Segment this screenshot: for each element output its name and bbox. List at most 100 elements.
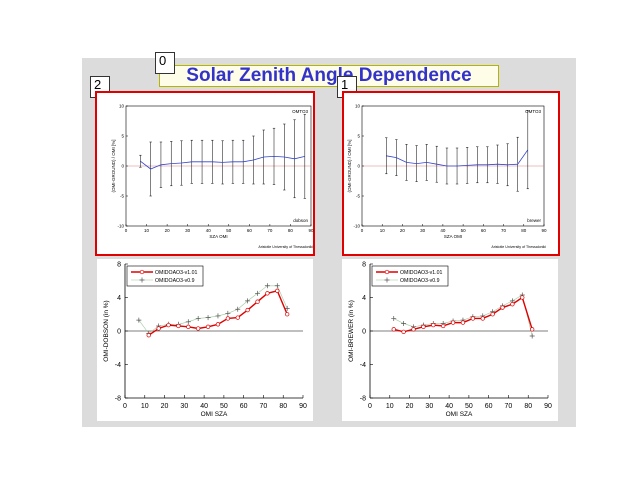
series-v101-point xyxy=(480,316,485,321)
series-v09-point xyxy=(264,283,270,289)
annotation-bottom: dobson xyxy=(293,218,308,223)
y-tick-label: 8 xyxy=(117,262,121,269)
series-v09-point xyxy=(215,313,221,319)
series-v101-point xyxy=(205,324,211,329)
x-axis-label: OMI SZA xyxy=(446,411,473,418)
x-tick-label: 10 xyxy=(141,403,149,410)
chart-svg: 0 10 20 30 40 50 60 70 80 90 -10 -5 0 5 10 OMTO3 dobson S… xyxy=(111,104,314,250)
slide-title[interactable]: Solar Zenith Angle Dependence xyxy=(159,65,499,87)
y-tick-label: 0 xyxy=(121,164,124,169)
x-tick-label: 10 xyxy=(380,228,386,233)
x-tick-label: 20 xyxy=(161,403,169,410)
x-tick-label: 70 xyxy=(501,228,507,233)
y-tick-label: 0 xyxy=(117,329,121,336)
x-tick-label: 0 xyxy=(361,228,364,233)
legend-v09-marker xyxy=(139,277,145,283)
series-v101-point xyxy=(275,288,280,293)
x-axis-label: OMI SZA xyxy=(201,411,228,418)
series-v101-point xyxy=(470,316,475,321)
series-v101-point xyxy=(166,322,171,328)
x-tick-label: 50 xyxy=(465,403,473,410)
selection-marker-0[interactable]: 0 xyxy=(155,52,175,74)
y-tick-label: -8 xyxy=(360,396,366,403)
chart-omi-brewer[interactable]: 0 10 20 30 40 50 60 70 80 90 -8 -4 0 4 8 OMIDOAO3-v1.01… xyxy=(342,259,558,421)
series-v101-point xyxy=(225,316,230,321)
chart-footer: Aristotle University of Thessaloniki xyxy=(491,245,546,249)
series-v101-point xyxy=(146,333,151,338)
x-tick-label: 50 xyxy=(226,228,232,233)
x-tick-label: 90 xyxy=(299,403,307,410)
series-v101-point xyxy=(520,295,525,300)
series-v101-point xyxy=(156,326,161,331)
y-tick-label: 5 xyxy=(121,134,124,139)
y-tick-label: 0 xyxy=(362,329,366,336)
x-tick-label: 70 xyxy=(260,403,268,410)
y-tick-label: 0 xyxy=(357,164,360,169)
series-v101-point xyxy=(215,322,221,327)
legend-v09-marker xyxy=(384,277,390,283)
series-v101-point xyxy=(441,323,446,329)
series-v09-point xyxy=(205,315,211,321)
chart-brewer-omto3[interactable]: 0 10 20 30 40 50 60 70 80 90 -10 -5 0 5 10 OMTO3 brewer S… xyxy=(342,91,560,256)
x-tick-label: 80 xyxy=(524,403,532,410)
series-v101-point xyxy=(196,326,201,331)
x-tick-label: 30 xyxy=(420,228,426,233)
series-v101-point xyxy=(431,322,436,328)
chart-svg: 0 10 20 30 40 50 60 70 80 90 -8 -4 0 4 8 OMIDOAO3-v1.01… xyxy=(348,262,552,419)
series-v09-point xyxy=(401,320,407,326)
y-axis-label: OMI-DOBSON (in %) xyxy=(103,300,110,361)
x-tick-label: 80 xyxy=(521,228,527,233)
series-v09-point xyxy=(255,290,261,296)
mean-line xyxy=(386,149,529,167)
chart-dobson-omto3[interactable]: 0 10 20 30 40 50 60 70 80 90 -10 -5 0 5 10 OMTO3 dobson S… xyxy=(95,91,315,256)
x-tick-label: 40 xyxy=(200,403,208,410)
x-tick-label: 0 xyxy=(123,403,127,410)
x-tick-label: 90 xyxy=(541,228,547,233)
y-tick-label: -8 xyxy=(115,396,121,403)
y-tick-label: -4 xyxy=(115,362,121,369)
x-tick-label: 10 xyxy=(386,403,394,410)
series-v101-point xyxy=(500,305,505,310)
series-v09-point xyxy=(245,298,251,304)
series-v09-point xyxy=(225,310,231,316)
legend-v101-label: OMIDOAO3-v1.01 xyxy=(400,270,442,276)
series-v101-point xyxy=(411,327,416,332)
legend-v101-label: OMIDOAO3-v1.01 xyxy=(155,270,197,276)
legend-v09-label: OMIDOAO3-v0.9 xyxy=(155,278,195,284)
y-axis-label: (OMI-GROUND) / OMI [%] xyxy=(111,140,116,193)
series-v09-point xyxy=(274,283,280,289)
legend-box xyxy=(371,265,449,287)
x-tick-label: 50 xyxy=(220,403,228,410)
x-tick-label: 60 xyxy=(485,403,493,410)
y-tick-label: -5 xyxy=(120,194,124,199)
series-v09-point xyxy=(195,315,201,321)
series-v09-point xyxy=(235,306,241,312)
x-tick-label: 70 xyxy=(505,403,513,410)
legend-box xyxy=(126,265,204,287)
x-tick-label: 10 xyxy=(144,228,150,233)
y-tick-label: 10 xyxy=(355,104,361,109)
x-tick-label: 30 xyxy=(185,228,191,233)
y-tick-label: 5 xyxy=(357,134,360,139)
series-v101-point xyxy=(245,307,250,313)
y-axis-label: OMI-BREWER (in %) xyxy=(348,300,355,362)
series-v101-point xyxy=(255,299,260,304)
x-tick-label: 0 xyxy=(125,228,128,233)
x-tick-label: 80 xyxy=(288,228,294,233)
x-tick-label: 60 xyxy=(481,228,487,233)
series-v09-point xyxy=(136,317,142,323)
series-v09-point xyxy=(284,305,290,311)
series-v101-point xyxy=(391,327,396,332)
x-tick-label: 40 xyxy=(445,403,453,410)
y-tick-label: 10 xyxy=(119,104,125,109)
x-tick-label: 80 xyxy=(279,403,287,410)
y-axis-label: (OMI-GROUND) / OMI [%] xyxy=(347,140,352,193)
y-tick-label: -10 xyxy=(117,224,124,229)
x-tick-label: 20 xyxy=(165,228,171,233)
legend-v101-marker xyxy=(384,269,390,275)
annotation-top: OMTO3 xyxy=(292,109,308,114)
x-axis-label: SZA OMI xyxy=(209,234,227,239)
y-tick-label: -4 xyxy=(360,362,366,369)
chart-omi-dobson[interactable]: 0 10 20 30 40 50 60 70 80 90 -8 -4 0 4 8 OMIDOAO3-v1.01… xyxy=(97,259,313,421)
chart-svg: 0 10 20 30 40 50 60 70 80 90 -10 -5 0 5 10 OMTO3 brewer S… xyxy=(347,104,547,250)
